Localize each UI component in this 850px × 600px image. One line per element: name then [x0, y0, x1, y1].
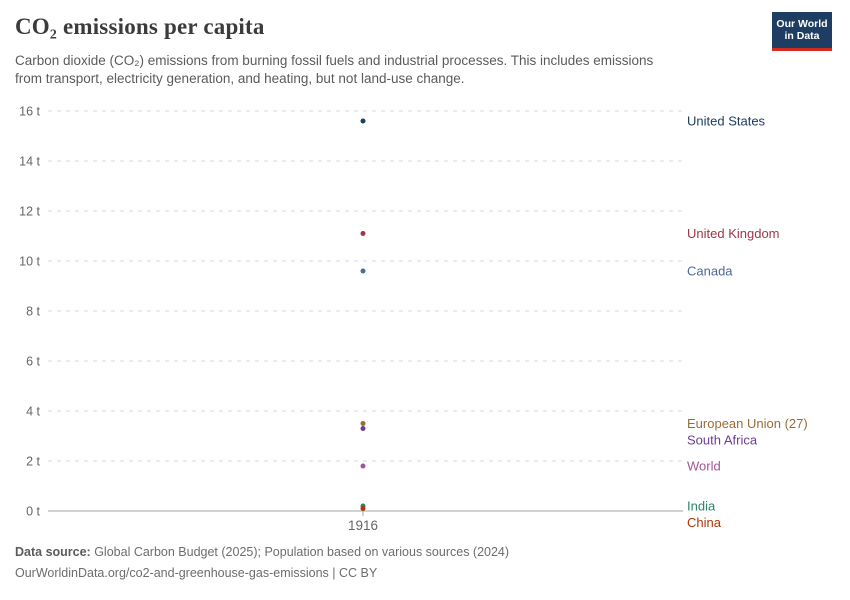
series-label-world[interactable]: World [687, 459, 721, 474]
series-label-south-africa[interactable]: South Africa [687, 433, 758, 448]
chart-footer: Data source: Global Carbon Budget (2025)… [15, 542, 509, 584]
subtitle-line-2: from transport, electricity generation, … [15, 71, 465, 86]
x-axis-tick-label: 1916 [348, 518, 378, 533]
logo-line-1: Our World [776, 18, 828, 30]
data-point-china[interactable] [360, 506, 366, 511]
subtitle-line-1: Carbon dioxide (CO₂) emissions from burn… [15, 53, 654, 68]
chart-subtitle: Carbon dioxide (CO₂) emissions from burn… [15, 52, 653, 88]
series-label-china[interactable]: China [687, 515, 722, 530]
series-label-united-states[interactable]: United States [687, 114, 766, 129]
y-axis-tick-label: 0 t [26, 505, 40, 519]
data-point-world[interactable] [360, 463, 366, 469]
owid-logo[interactable]: Our World in Data [772, 12, 832, 51]
data-source-line: Data source: Global Carbon Budget (2025)… [15, 542, 509, 563]
data-point-european-union-27-[interactable] [360, 421, 366, 426]
data-point-canada[interactable] [360, 268, 366, 274]
y-axis-tick-label: 10 t [19, 255, 40, 269]
data-point-south-africa[interactable] [360, 426, 366, 431]
y-axis-tick-label: 4 t [26, 405, 40, 419]
logo-line-2: in Data [784, 30, 820, 42]
y-axis-tick-label: 14 t [19, 155, 40, 169]
data-source-label: Data source: [15, 545, 91, 559]
page-title: CO₂ emissions per capita [15, 14, 265, 39]
series-label-european-union-27-[interactable]: European Union (27) [687, 416, 808, 431]
series-label-united-kingdom[interactable]: United Kingdom [687, 226, 780, 241]
y-axis-tick-label: 8 t [26, 305, 40, 319]
data-source-text: Global Carbon Budget (2025); Population … [90, 545, 510, 559]
data-point-united-states[interactable] [360, 118, 366, 124]
data-point-united-kingdom[interactable] [360, 231, 366, 236]
citation-url[interactable]: OurWorldinData.org/co2-and-greenhouse-ga… [15, 566, 378, 580]
y-axis-tick-label: 16 t [19, 105, 40, 119]
y-axis-tick-label: 6 t [26, 355, 40, 369]
y-axis-tick-label: 2 t [26, 455, 40, 469]
series-label-canada[interactable]: Canada [687, 264, 733, 279]
series-label-india[interactable]: India [687, 499, 716, 514]
y-axis-tick-label: 12 t [19, 205, 40, 219]
